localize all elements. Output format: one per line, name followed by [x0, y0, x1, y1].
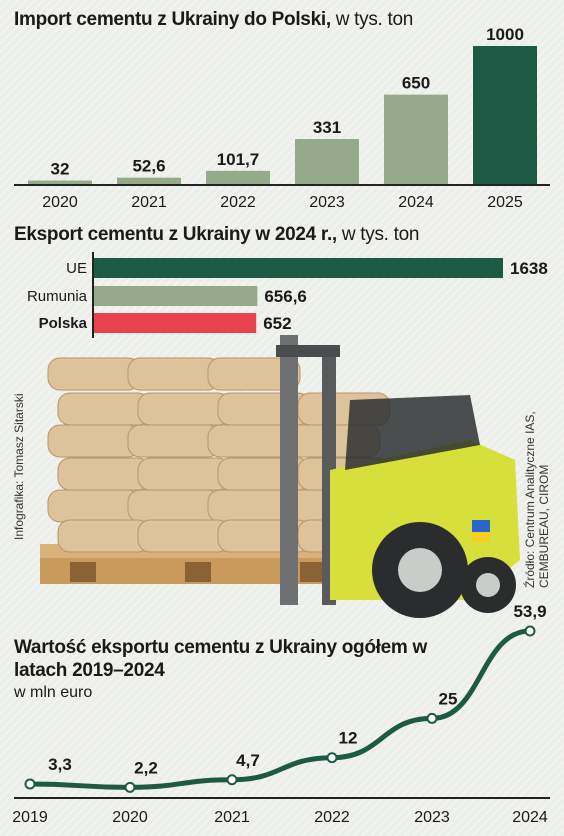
value-point [326, 752, 338, 764]
cement-sack [57, 392, 151, 426]
forklift-cement-illustration [40, 335, 520, 618]
export-category-label: UE [66, 260, 87, 277]
export-bar [93, 286, 258, 306]
cement-sack [137, 457, 231, 491]
import-bar-label: 32 [51, 160, 70, 179]
import-bar [117, 177, 181, 185]
export-value-label: 1638 [510, 259, 548, 278]
export-category-label: Rumunia [27, 288, 88, 305]
export-category-label: Polska [39, 315, 88, 332]
cement-sacks [47, 357, 391, 553]
value-series-line [27, 628, 533, 790]
cement-sack [47, 424, 141, 458]
forklift-mast [280, 335, 298, 605]
cement-sack [137, 519, 231, 553]
import-bar-label: 1000 [486, 25, 524, 44]
export-value-label: 656,6 [264, 287, 307, 306]
value-chart-title: Wartość eksportu cementu z Ukrainy ogółe… [14, 637, 427, 681]
value-point-label: 3,3 [48, 755, 72, 774]
value-year-label: 2023 [414, 809, 450, 826]
value-point-label: 25 [439, 689, 458, 708]
import-year-label: 2023 [309, 194, 345, 211]
cement-sack [47, 489, 141, 523]
forklift-cab [345, 395, 480, 470]
import-year-label: 2024 [398, 194, 434, 211]
value-year-label: 2024 [512, 809, 548, 826]
export-bar-chart: UE 1638 Rumunia 656,6 Polska 652 [27, 252, 548, 338]
cement-sack [127, 489, 221, 523]
export-bar [93, 313, 257, 333]
export-chart-title: Eksport cementu z Ukrainy w 2024 r., w t… [14, 224, 420, 245]
cement-sack [207, 357, 301, 391]
value-chart-unit: w mln euro [14, 684, 93, 701]
source-label: Źródło: Centrum Analityczne IAS, CEMBUREA… [523, 411, 551, 588]
import-chart-title: Import cementu z Ukrainy do Polski, w ty… [14, 9, 414, 30]
cement-sack [127, 424, 221, 458]
cement-sack [137, 392, 231, 426]
import-bar-label: 52,6 [132, 157, 165, 176]
import-year-label: 2020 [42, 194, 78, 211]
value-point [226, 774, 238, 786]
import-year-label: 2022 [220, 194, 256, 211]
import-bar [28, 180, 92, 185]
value-year-label: 2020 [112, 809, 148, 826]
value-point [426, 712, 438, 724]
value-point [24, 778, 36, 790]
import-bar-label: 331 [313, 118, 341, 137]
value-year-label: 2019 [12, 809, 48, 826]
import-bar-label: 101,7 [217, 150, 260, 169]
cement-sack [57, 519, 151, 553]
value-point-label: 2,2 [134, 758, 158, 777]
import-bar [206, 170, 270, 185]
import-year-label: 2025 [487, 194, 523, 211]
cement-sack [47, 357, 141, 391]
import-bar [295, 138, 359, 185]
value-point-label: 53,9 [513, 602, 546, 621]
credit-label: Infografika: Tomasz Sitarski [12, 393, 26, 540]
value-point [524, 625, 536, 637]
import-bar [384, 94, 448, 185]
import-bar-chart: 32 2020 52,6 2021 101,7 2022 331 2023 650 2024 100… [14, 25, 550, 211]
value-line-chart: 3,3 2019 2,2 2020 4,7 2021 12 2022 25 2023 53,9 202… [12, 602, 550, 826]
value-point-label: 4,7 [236, 751, 260, 770]
cement-sack [127, 357, 221, 391]
import-bar-label: 650 [402, 74, 430, 93]
cement-sack [57, 457, 151, 491]
export-bar [93, 258, 503, 278]
value-year-label: 2021 [214, 809, 250, 826]
value-point [124, 781, 136, 793]
value-point-label: 12 [339, 729, 358, 748]
export-value-label: 652 [263, 314, 291, 333]
import-year-label: 2021 [131, 194, 167, 211]
import-bar [473, 46, 537, 185]
value-year-label: 2022 [314, 809, 350, 826]
